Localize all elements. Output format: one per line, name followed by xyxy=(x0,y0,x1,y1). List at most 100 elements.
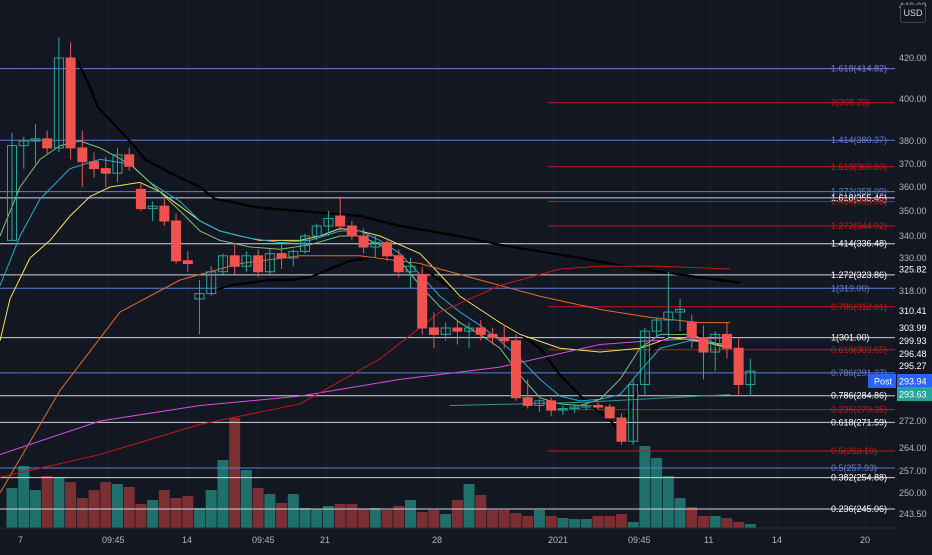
candle xyxy=(171,213,182,264)
fib-level-label: 1.618(414.82) xyxy=(831,64,887,74)
grid-lines xyxy=(23,0,867,528)
current-price-box xyxy=(897,374,932,388)
candle xyxy=(745,358,756,397)
candle-body xyxy=(639,330,650,386)
price-level-label: 295.27 xyxy=(899,361,927,371)
candle-body xyxy=(288,250,299,259)
candle xyxy=(194,280,205,335)
fib-level-label: 0.5(263.10) xyxy=(831,446,877,456)
candle-body xyxy=(651,319,662,332)
volume-bar xyxy=(229,418,241,528)
price-tick-label: 360.00 xyxy=(899,182,927,192)
candle-body xyxy=(18,140,29,147)
price-tick-label: 420.00 xyxy=(899,53,927,63)
moving-average-line xyxy=(0,255,730,494)
price-tick-label: 400.00 xyxy=(899,94,927,104)
moving-average-line xyxy=(0,158,731,402)
candle-body xyxy=(382,242,393,257)
post-market-tag xyxy=(868,374,896,388)
volume-bar xyxy=(522,516,534,528)
candle xyxy=(639,327,650,397)
candle-body xyxy=(124,154,135,167)
candle xyxy=(581,402,592,411)
price-level-label: 303.99 xyxy=(899,323,927,333)
volume-bar xyxy=(100,482,112,528)
volume-bars xyxy=(6,418,756,528)
volume-bar xyxy=(416,512,428,528)
candle xyxy=(206,266,217,297)
candle-body xyxy=(253,255,264,273)
volume-bar xyxy=(451,500,463,528)
volume-bar xyxy=(111,484,123,528)
fib-level-label: 1.272(358.09) xyxy=(831,187,887,197)
candle xyxy=(651,317,662,338)
fib-level-label: 0.618(271.59) xyxy=(831,417,887,427)
candle xyxy=(710,331,721,372)
candle xyxy=(546,397,557,417)
candle-body xyxy=(593,404,603,408)
candle xyxy=(311,223,322,241)
moving-average-line xyxy=(0,265,731,478)
volume-bar xyxy=(627,522,639,528)
time-tick-label: 14 xyxy=(182,535,192,545)
candle xyxy=(663,271,674,341)
candle xyxy=(417,266,428,335)
candle-body xyxy=(112,154,123,174)
candle xyxy=(18,136,29,169)
fib-level-label: 0.236(245.06) xyxy=(831,504,887,514)
candle-body xyxy=(135,188,146,210)
candle-body xyxy=(475,327,486,335)
volume-bar xyxy=(182,496,194,528)
volume-bar xyxy=(580,519,592,528)
candle-body xyxy=(276,253,287,259)
candle xyxy=(241,251,252,272)
volume-bar xyxy=(404,500,416,528)
volume-bar xyxy=(135,504,147,528)
price-tick-label: 350.00 xyxy=(899,206,927,216)
candle-body xyxy=(358,235,369,248)
volume-bar xyxy=(369,508,381,528)
candle xyxy=(382,238,393,261)
candle-body xyxy=(206,271,217,295)
candle xyxy=(7,132,17,241)
moving-average-line xyxy=(75,57,741,284)
volume-bar xyxy=(440,514,452,528)
candle-body xyxy=(159,205,170,222)
fibonacci-levels: 1.618(414.82)1.618(414.82)2(398.22)1.414… xyxy=(0,64,895,514)
candle-body xyxy=(30,138,41,142)
candlesticks xyxy=(7,37,756,445)
candle-body xyxy=(745,370,756,386)
volume-bar xyxy=(123,487,135,528)
candle-body xyxy=(698,337,709,353)
candle-body xyxy=(264,253,275,273)
candle-body xyxy=(311,225,322,237)
currency-button[interactable]: USD xyxy=(900,4,926,23)
price-level-label: 299.93 xyxy=(899,336,927,346)
volume-bar xyxy=(358,509,370,528)
candle xyxy=(522,379,533,409)
candle-body xyxy=(393,255,404,273)
candle-body xyxy=(581,404,592,408)
candle xyxy=(135,182,146,211)
candle-body xyxy=(53,57,64,149)
candle xyxy=(217,253,228,275)
fib-level-label: 1.414(336.48) xyxy=(831,239,887,249)
volume-bar xyxy=(65,482,77,528)
candle-body xyxy=(557,408,568,411)
volume-bar xyxy=(76,498,88,528)
candle-body xyxy=(241,255,252,267)
candle xyxy=(370,236,381,258)
candle xyxy=(593,402,603,411)
candle xyxy=(604,403,615,420)
time-tick-label: 20 xyxy=(860,535,870,545)
price-tick-label: 243.50 xyxy=(899,509,927,519)
fib-level-label: 1(301.00) xyxy=(831,333,870,343)
volume-bar xyxy=(662,476,674,528)
candle xyxy=(452,320,463,345)
candle-body xyxy=(405,265,416,273)
price-level-label: 310.41 xyxy=(899,306,927,316)
candle xyxy=(628,379,639,445)
candle-body xyxy=(417,274,428,329)
